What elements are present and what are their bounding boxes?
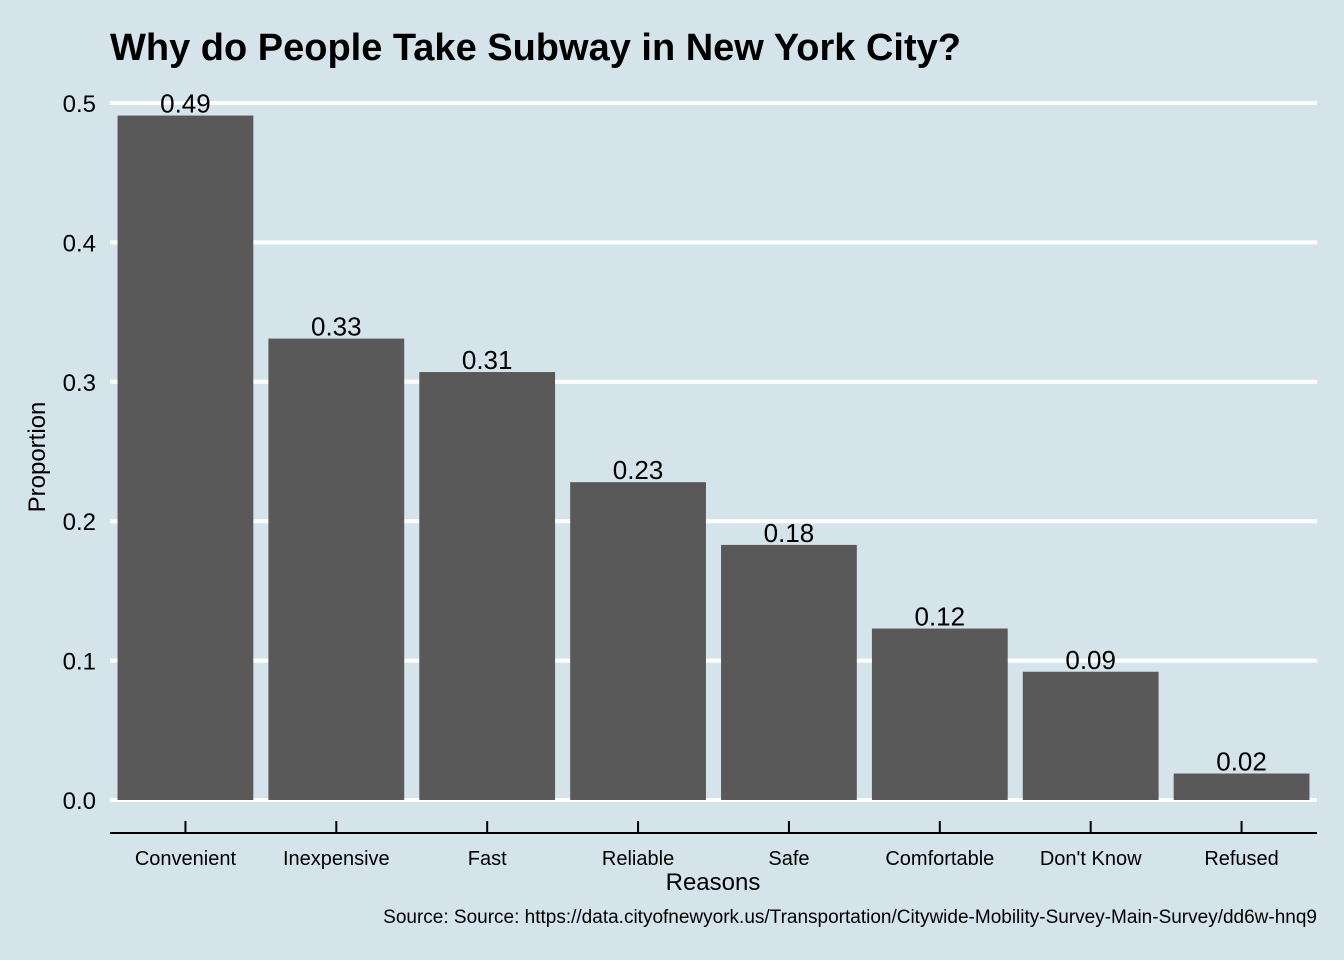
x-axis-title: Reasons <box>666 869 761 896</box>
y-tick-label: 0.4 <box>63 230 96 257</box>
y-tick-labels: 0.0 0.1 0.2 0.3 0.4 0.5 <box>63 91 96 815</box>
chart-title: Why do People Take Subway in New York Ci… <box>110 27 961 69</box>
x-tick-label: Fast <box>468 848 507 870</box>
data-label: 0.09 <box>1065 645 1116 675</box>
bar <box>721 544 857 800</box>
bar <box>419 372 556 800</box>
bar <box>268 338 405 800</box>
data-label: 0.33 <box>311 312 362 342</box>
y-tick-label: 0.0 <box>63 788 96 815</box>
x-tick-label: Reliable <box>602 848 674 870</box>
x-tick-label: Inexpensive <box>283 848 390 870</box>
y-tick-label: 0.3 <box>63 370 96 397</box>
data-label: 0.18 <box>764 518 815 548</box>
x-tick-label: Refused <box>1204 848 1279 870</box>
y-axis-title: Proportion <box>24 402 51 513</box>
x-tick-label: Convenient <box>135 848 237 870</box>
bar <box>117 115 254 800</box>
data-label: 0.02 <box>1216 747 1267 777</box>
bar <box>1022 671 1159 800</box>
bars <box>117 115 1310 800</box>
data-label: 0.31 <box>462 345 513 375</box>
data-label: 0.23 <box>613 455 664 485</box>
y-tick-label: 0.2 <box>63 509 96 536</box>
x-tick-label: Comfortable <box>885 848 994 870</box>
x-ticks: Convenient Inexpensive Fast Reliable Safe Com… <box>135 821 1279 870</box>
y-tick-label: 0.5 <box>63 91 96 118</box>
bar <box>570 482 706 800</box>
y-tick-label: 0.1 <box>63 649 96 676</box>
x-tick-label: Don't Know <box>1040 848 1142 870</box>
bar <box>871 628 1008 800</box>
data-labels: 0.49 0.33 0.31 0.23 0.18 0.12 0.09 0.02 <box>160 89 1267 777</box>
data-label: 0.49 <box>160 89 211 119</box>
data-label: 0.12 <box>915 602 966 632</box>
source-caption: Source: Source: https://data.cityofnewyo… <box>383 907 1317 928</box>
bar <box>1173 773 1310 800</box>
x-tick-label: Safe <box>768 848 809 870</box>
